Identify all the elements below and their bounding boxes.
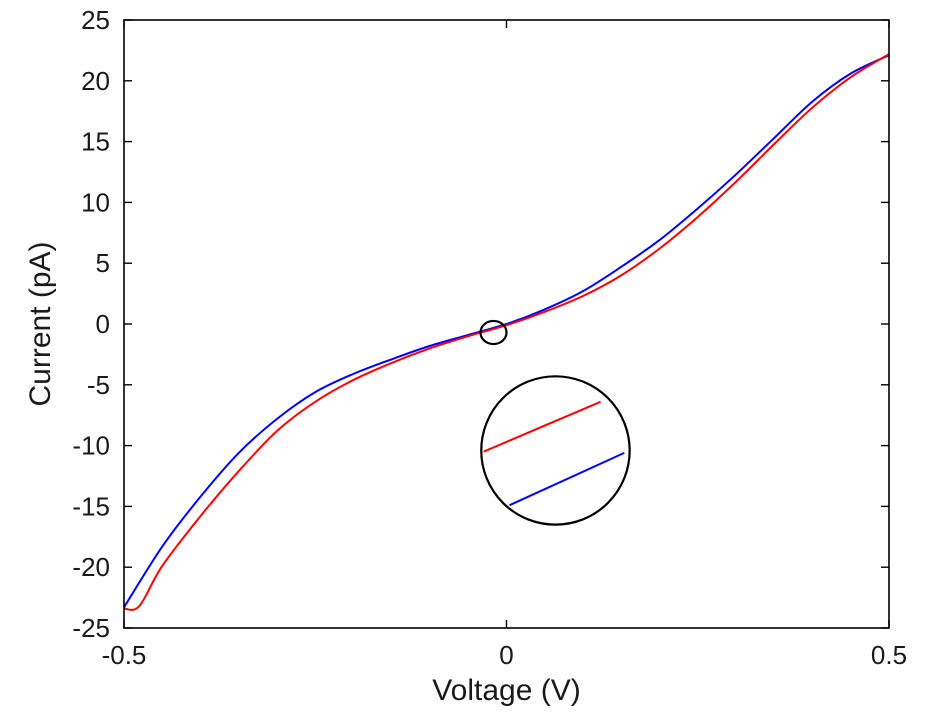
zoom-inset-segment xyxy=(483,400,601,453)
y-axis-label: Current (pA) xyxy=(24,241,57,406)
tick-labels: 25 20 15 10 5 0 -5 -10 -15 -20 -25-0.5 0 0.5 xyxy=(72,5,907,670)
y-tick-label: 20 xyxy=(81,66,110,96)
zoom-marker-circle xyxy=(479,319,508,346)
y-tick-label: 25 xyxy=(81,5,110,35)
y-tick-label: 5 xyxy=(96,248,110,278)
y-tick-label: 0 xyxy=(96,309,110,339)
zoom-inset-circle xyxy=(480,375,631,526)
plot-frame xyxy=(123,19,890,629)
series xyxy=(123,53,890,611)
annotations xyxy=(479,319,631,526)
x-tick-label: 0.5 xyxy=(871,640,907,670)
y-tick-label: -20 xyxy=(72,552,110,582)
x-tick-label: -0.5 xyxy=(102,640,147,670)
y-tick-label: -10 xyxy=(72,431,110,461)
x-axis-label: Voltage (V) xyxy=(432,674,580,707)
x-tick-label: 0 xyxy=(499,640,513,670)
y-tick-label: 15 xyxy=(81,127,110,157)
y-tick-label: -5 xyxy=(87,370,110,400)
y-tick-label: 10 xyxy=(81,187,110,217)
red-curve xyxy=(123,53,890,611)
y-tick-label: -15 xyxy=(72,491,110,521)
zoom-inset-segment xyxy=(509,451,625,507)
y-tick-label: -25 xyxy=(72,613,110,643)
blue-curve xyxy=(123,54,890,608)
